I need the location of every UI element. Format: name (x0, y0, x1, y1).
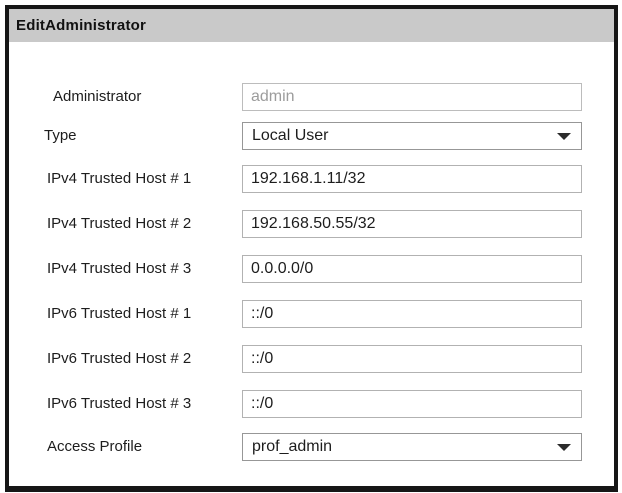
edit-administrator-dialog: EditAdministrator Administrator Type Loc… (5, 5, 618, 492)
ipv4-trusted-host-1-label: IPv4 Trusted Host # 1 (47, 170, 192, 187)
ipv6-trusted-host-1-row: IPv6 Trusted Host # 1 (9, 300, 614, 328)
access-profile-select[interactable]: prof_admin (242, 433, 582, 461)
dropdown-arrow-icon (557, 133, 571, 140)
access-profile-row: Access Profile prof_admin (9, 433, 614, 461)
administrator-input (242, 83, 582, 111)
type-label: Type (44, 127, 77, 144)
access-profile-select-value: prof_admin (252, 438, 333, 455)
ipv6-trusted-host-2-row: IPv6 Trusted Host # 2 (9, 345, 614, 373)
ipv4-trusted-host-1-row: IPv4 Trusted Host # 1 (9, 165, 614, 193)
ipv4-trusted-host-1-input[interactable] (242, 165, 582, 193)
ipv6-trusted-host-2-label: IPv6 Trusted Host # 2 (47, 350, 192, 367)
ipv4-trusted-host-3-label: IPv4 Trusted Host # 3 (47, 260, 192, 277)
ipv6-trusted-host-1-label: IPv6 Trusted Host # 1 (47, 305, 192, 322)
type-select[interactable]: Local User (242, 122, 582, 150)
ipv4-trusted-host-2-input[interactable] (242, 210, 582, 238)
ipv6-trusted-host-1-input[interactable] (242, 300, 582, 328)
ipv4-trusted-host-2-label: IPv4 Trusted Host # 2 (47, 215, 192, 232)
administrator-label: Administrator (53, 88, 142, 105)
dialog-titlebar: EditAdministrator (9, 9, 614, 42)
ipv4-trusted-host-3-input[interactable] (242, 255, 582, 283)
access-profile-label: Access Profile (47, 438, 143, 455)
ipv6-trusted-host-2-input[interactable] (242, 345, 582, 373)
administrator-row: Administrator (9, 83, 614, 111)
dialog-title: EditAdministrator (16, 17, 147, 34)
dropdown-arrow-icon (557, 444, 571, 451)
ipv6-trusted-host-3-row: IPv6 Trusted Host # 3 (9, 390, 614, 418)
type-select-value: Local User (252, 127, 329, 144)
ipv6-trusted-host-3-label: IPv6 Trusted Host # 3 (47, 395, 192, 412)
ipv6-trusted-host-3-input[interactable] (242, 390, 582, 418)
ipv4-trusted-host-3-row: IPv4 Trusted Host # 3 (9, 255, 614, 283)
ipv4-trusted-host-2-row: IPv4 Trusted Host # 2 (9, 210, 614, 238)
type-row: Type Local User (9, 122, 614, 150)
